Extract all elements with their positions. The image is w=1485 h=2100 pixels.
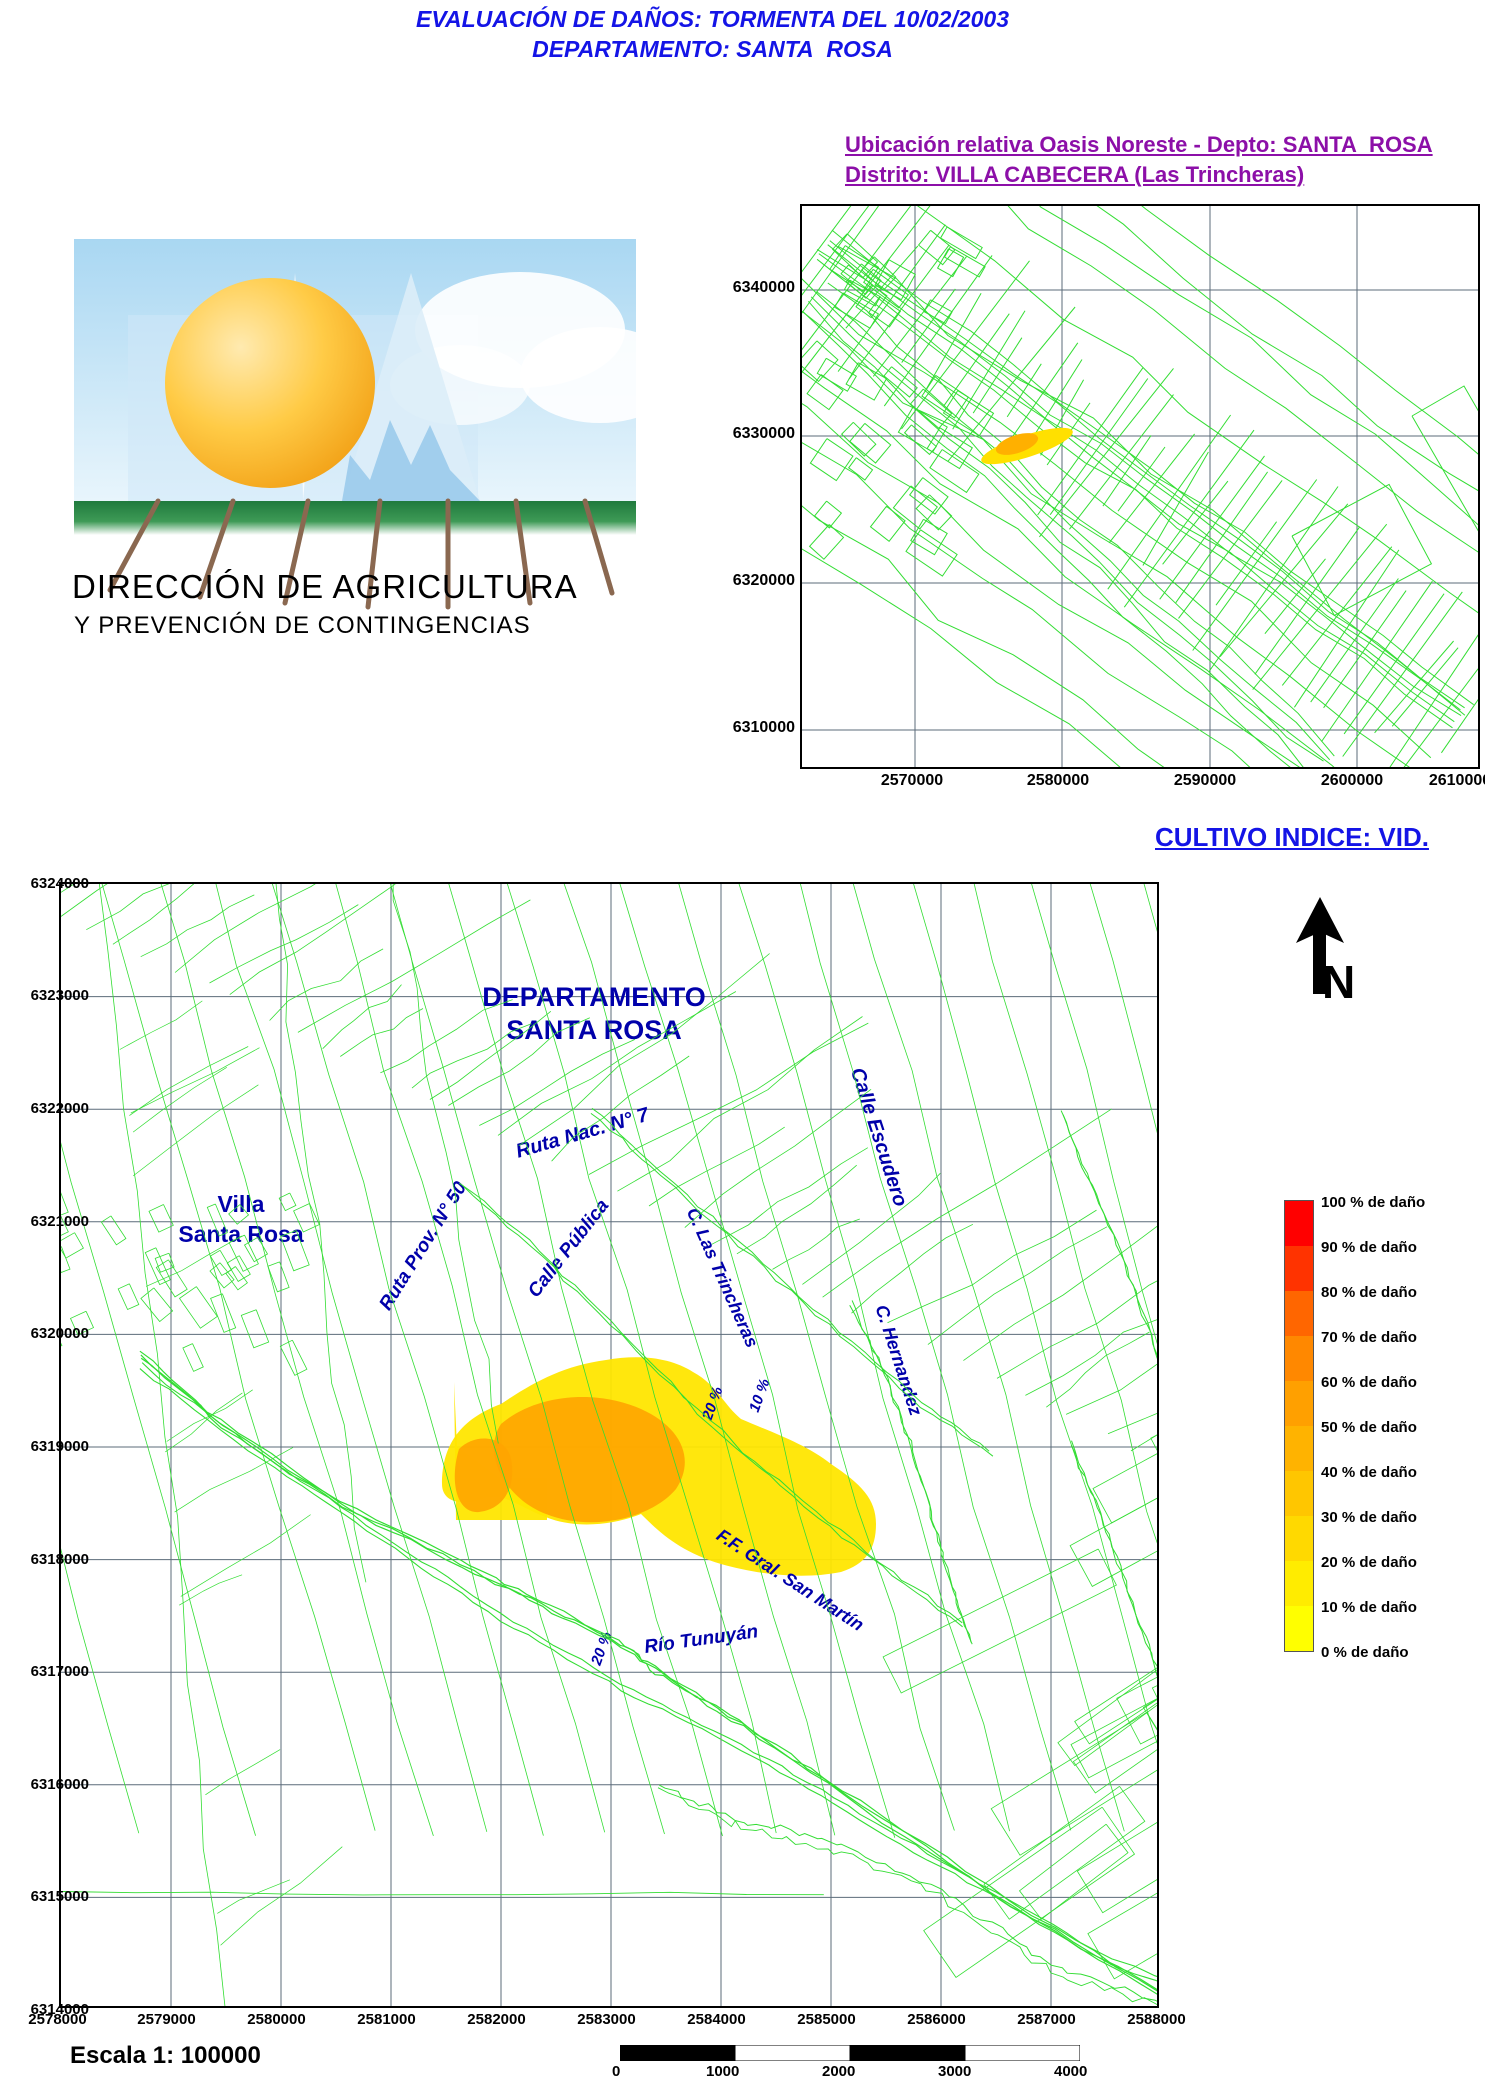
svg-text:DEPARTAMENTO: DEPARTAMENTO	[482, 982, 706, 1012]
svg-text:Río Tunuyán: Río Tunuyán	[643, 1621, 760, 1658]
svg-text:Ruta Prov. N° 50: Ruta Prov. N° 50	[375, 1178, 471, 1314]
svg-text:SANTA ROSA: SANTA ROSA	[506, 1015, 682, 1045]
svg-text:10 %: 10 %	[746, 1376, 774, 1414]
svg-text:Calle Escudero: Calle Escudero	[846, 1065, 912, 1209]
svg-text:Santa Rosa: Santa Rosa	[178, 1221, 303, 1247]
svg-text:C. Las Trincheras: C. Las Trincheras	[683, 1205, 763, 1351]
svg-text:Villa: Villa	[218, 1191, 265, 1217]
